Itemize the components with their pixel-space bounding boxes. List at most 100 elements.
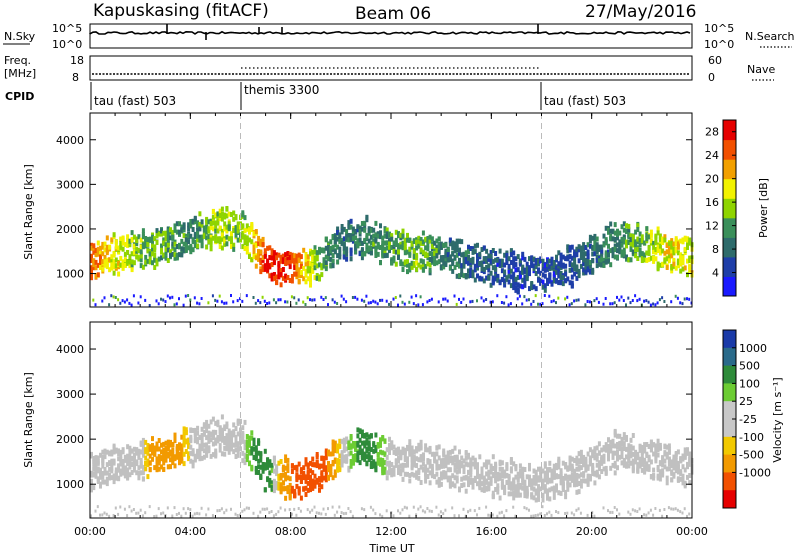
velocity-colorbar-label: Velocity [m s⁻¹] — [771, 377, 784, 462]
echo-cell — [261, 236, 265, 242]
echo-cell — [322, 475, 326, 481]
echo-cell — [399, 261, 403, 267]
echo-cell — [338, 254, 342, 260]
echo-cell — [257, 458, 261, 464]
echo-cell — [309, 468, 312, 474]
echo-cell — [166, 242, 170, 248]
echo-cell — [442, 448, 446, 454]
echo-cell — [268, 470, 272, 476]
echo-cell — [223, 511, 226, 515]
echo-cell — [385, 252, 389, 258]
echo-cell — [433, 261, 437, 267]
echo-cell — [139, 295, 142, 299]
echo-cell — [688, 459, 692, 465]
echo-cell — [487, 513, 490, 517]
echo-cell — [99, 513, 101, 517]
echo-cell — [182, 431, 186, 437]
echo-cell — [652, 255, 656, 261]
echo-cell — [279, 473, 283, 478]
echo-cell — [299, 469, 303, 475]
echo-cell — [435, 461, 439, 467]
echo-cell — [607, 455, 610, 461]
echo-cell — [688, 480, 692, 486]
echo-cell — [602, 302, 605, 306]
echo-cell — [435, 260, 439, 266]
echo-cell — [324, 448, 328, 454]
echo-cell — [234, 447, 238, 453]
echo-cell — [442, 242, 446, 248]
echo-cell — [324, 465, 328, 471]
echo-cell — [512, 490, 516, 496]
echo-cell — [171, 251, 175, 257]
echo-cell — [453, 457, 457, 463]
echo-cell — [259, 457, 263, 463]
echo-cell — [92, 243, 96, 249]
echo-cell — [480, 474, 484, 480]
echo-cell — [516, 282, 520, 288]
echo-cell — [268, 459, 272, 465]
echo-cell — [401, 234, 405, 240]
echo-cell — [227, 443, 231, 449]
echo-cell — [561, 254, 565, 260]
echo-cell — [663, 444, 667, 450]
echo-cell — [430, 463, 434, 469]
echo-cell — [137, 301, 140, 305]
echo-cell — [625, 229, 628, 234]
echo-cell — [160, 449, 163, 455]
echo-cell — [401, 467, 405, 473]
echo-cell — [428, 445, 432, 451]
echo-cell — [665, 256, 669, 262]
echo-cell — [444, 262, 448, 267]
echo-cell — [157, 302, 160, 306]
echo-cell — [302, 247, 306, 253]
echo-cell — [498, 279, 502, 285]
echo-cell — [218, 216, 222, 222]
echo-cell — [164, 452, 168, 458]
echo-cell — [369, 301, 372, 305]
echo-cell — [182, 507, 185, 511]
echo-cell — [532, 514, 535, 518]
freq-label-2: [MHz] — [4, 67, 36, 80]
echo-cell — [586, 254, 590, 259]
echo-cell — [658, 262, 662, 268]
echo-cell — [196, 237, 200, 243]
echo-cell — [401, 446, 405, 452]
echo-cell — [293, 265, 297, 271]
echo-cell — [577, 244, 581, 250]
echo-cell — [105, 235, 109, 241]
echo-cell — [169, 253, 172, 258]
echo-cell — [180, 224, 184, 230]
echo-cell — [193, 437, 197, 443]
velocity-colorbar-tick: -100 — [739, 431, 764, 444]
echo-cell — [114, 475, 118, 481]
echo-cell — [406, 456, 409, 462]
echo-cell — [448, 241, 452, 247]
echo-cell — [117, 456, 121, 462]
echo-cell — [683, 507, 686, 511]
echo-cell — [363, 443, 367, 449]
echo-cell — [277, 460, 281, 466]
echo-cell — [184, 430, 188, 436]
echo-cell — [471, 461, 475, 467]
echo-cell — [620, 449, 624, 455]
echo-cell — [622, 239, 626, 245]
echo-cell — [670, 507, 673, 511]
echo-cell — [356, 242, 360, 248]
echo-cell — [132, 462, 136, 468]
echo-cell — [216, 211, 220, 217]
echo-cell — [94, 459, 98, 465]
echo-cell — [561, 281, 565, 287]
echo-cell — [236, 224, 240, 230]
echo-cell — [135, 470, 139, 476]
echo-cell — [126, 453, 130, 459]
power-colorbar-tick: 24 — [705, 149, 719, 162]
echo-cell — [521, 277, 525, 283]
echo-cell — [336, 230, 340, 235]
echo-cell — [331, 253, 335, 259]
echo-cell — [482, 266, 486, 272]
echo-cell — [166, 294, 169, 298]
echo-cell — [313, 483, 317, 489]
echo-cell — [419, 264, 423, 270]
echo-cell — [424, 471, 428, 477]
echo-cell — [645, 299, 648, 303]
